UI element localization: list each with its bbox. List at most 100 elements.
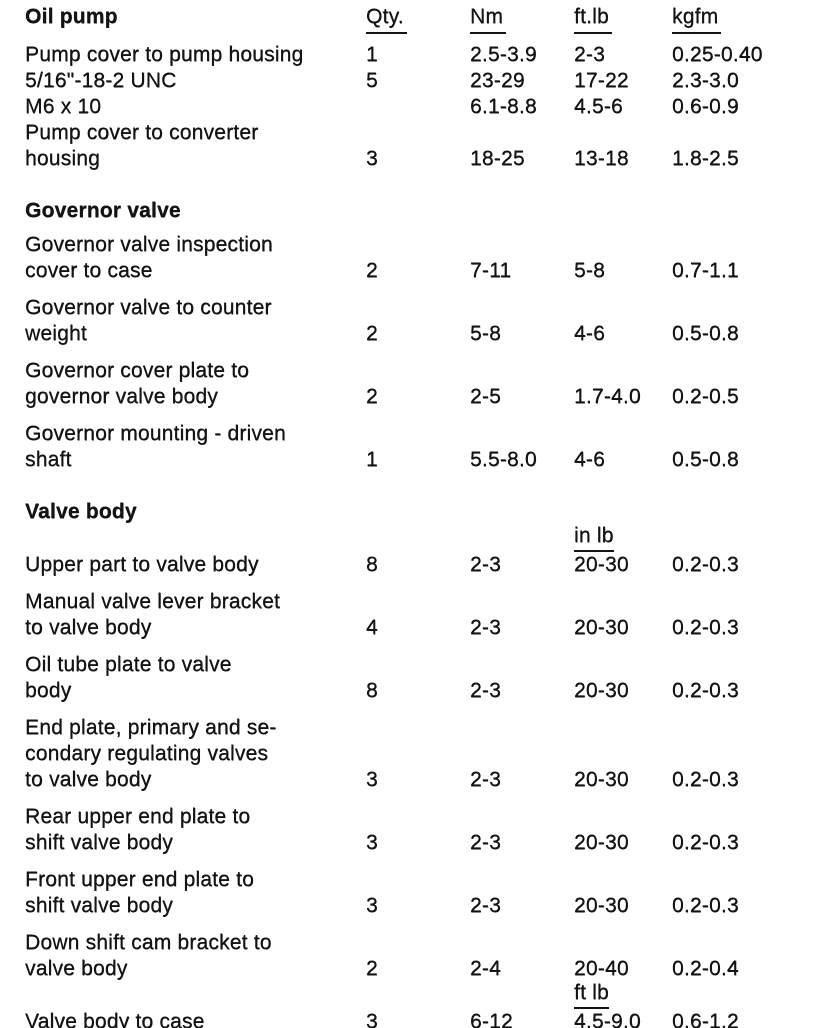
spec-ftlb: 20-30 [574,767,672,793]
spec-ftlb-value: 4-6 [574,322,605,345]
spec-nm: 23-29 [470,69,525,92]
spec-description: Rear upper end plate to shift valve body [25,804,366,856]
spec-qty [366,119,470,120]
spec-kgfm: 0.25-0.40 [672,43,763,66]
spec-row: Front upper end plate to shift valve body… [25,867,832,919]
column-header-cell-nm: Nm [470,4,574,34]
spec-description: Front upper end plate to shift valve body [25,867,366,919]
column-header-nm: Nm [470,4,507,34]
spec-ftlb-value: 4.5-9.0 [574,1010,641,1028]
spec-nm: 2-3 [470,894,501,917]
spec-nm: 18-25 [470,147,525,170]
spec-kgfm: 0.5-0.8 [672,448,739,471]
spec-ftlb: ft lb 4.5-9.0 [574,980,672,1028]
spec-kgfm: 0.2-0.3 [672,616,739,639]
spec-ftlb: in lb 20-30 [574,523,672,578]
spec-row: Governor mounting - driven shaft 1 5.5-8.0 4… [25,421,832,473]
spec-ftlb: 20-40 [574,956,672,982]
column-header-cell-qty: Qty. [366,4,470,34]
spec-description: Governor valve inspection cover to case [25,232,366,284]
spec-row: Governor valve to counter weight 2 5-8 4-6 0.… [25,295,832,347]
table-header-row: Oil pump Qty. Nm ft.lb kgfm [25,4,832,34]
spec-nm: 2-3 [470,768,501,791]
spec-ftlb-value: 17-22 [574,69,629,92]
spec-ftlb-value: 4.5-6 [574,95,623,118]
spec-qty: 1 [366,448,378,471]
spec-ftlb-value: 2-3 [574,43,605,66]
spec-description-line: weight [25,322,87,345]
spec-description: Valve body to case [25,1009,366,1028]
spec-nm: 2-3 [470,616,501,639]
spec-description-line: Pump cover to pump housing [25,43,304,66]
spec-ftlb-value: 5-8 [574,259,605,282]
spec-kgfm: 0.2-0.4 [672,957,739,980]
spec-nm: 6.1-8.8 [470,95,537,118]
spec-ftlb-value: 20-40 [574,957,629,980]
spec-qty: 4 [366,616,378,639]
spec-description: M6 x 10 [25,94,366,120]
spec-description-line: governor valve body [25,385,218,408]
spec-description: Governor cover plate to governor valve bo… [25,358,366,410]
spec-kgfm: 1.8-2.5 [672,147,739,170]
spec-nm: 6-12 [470,1010,513,1028]
spec-description: Pump cover to pump housing [25,42,366,68]
spec-ftlb-value: 20-30 [574,831,629,854]
ftlb-unit-note: in lb [574,523,614,552]
spec-row: Pump cover to converter housing 3 18-25 13-1… [25,120,832,172]
spec-kgfm: 0.2-0.3 [672,768,739,791]
spec-row: Pump cover to pump housing 1 2.5-3.9 2-3 0.2… [25,42,832,68]
spec-ftlb: 17-22 [574,68,672,94]
spec-nm: 2-3 [470,679,501,702]
spec-ftlb-value: 20-30 [574,616,629,639]
spec-qty: 3 [366,1010,378,1028]
spec-ftlb: 2-3 [574,42,672,68]
spec-ftlb: 4-6 [574,321,672,347]
spec-description-line: 5/16"-18-2 UNC [25,69,177,92]
spec-description-line: to valve body [25,616,152,639]
spec-qty: 2 [366,259,378,282]
spec-nm: 7-11 [470,259,512,282]
spec-row: Down shift cam bracket to valve body 2 2-4 2… [25,930,832,982]
column-header-cell-ftlb: ft.lb [574,4,672,34]
spec-row: End plate, primary and se-condary regula… [25,715,832,793]
column-header-kgfm: kgfm [672,4,722,34]
spec-kgfm: 0.6-1.2 [672,1010,739,1028]
spec-description: Pump cover to converter housing [25,120,366,172]
spec-description-line: Rear upper end plate to [25,805,251,828]
spec-row: Upper part to valve body 8 2-3 in lb 20-30 0.… [25,523,832,578]
spec-description-line: cover to case [25,259,153,282]
spec-description-line: body [25,679,72,702]
torque-spec-table-body: Pump cover to pump housing 1 2.5-3.9 2-3 0.2… [25,42,832,1028]
spec-description: End plate, primary and se-condary regula… [25,715,366,793]
spec-qty: 1 [366,43,378,66]
spec-ftlb: 1.7-4.0 [574,384,672,410]
spec-ftlb-value: 13-18 [574,147,629,170]
spec-ftlb: 13-18 [574,146,672,172]
spec-ftlb-value: 1.7-4.0 [574,385,641,408]
spec-nm: 5-8 [470,322,501,345]
spec-description-line: shift valve body [25,894,173,917]
spec-description-line: Front upper end plate to [25,868,254,891]
spec-kgfm: 0.2-0.3 [672,679,739,702]
spec-description-line: valve body [25,957,128,980]
spec-row: Governor cover plate to governor valve bo… [25,358,832,410]
spec-description-line: condary regulating valves [25,742,269,765]
spec-ftlb: 4.5-6 [574,94,672,120]
spec-qty: 2 [366,957,378,980]
spec-nm: 2-3 [470,831,501,854]
spec-ftlb: 20-30 [574,678,672,704]
spec-ftlb: 4-6 [574,447,672,473]
spec-ftlb-value: 20-30 [574,894,629,917]
spec-kgfm: 2.3-3.0 [672,69,739,92]
spec-description: Governor valve to counter weight [25,295,366,347]
spec-nm: 5.5-8.0 [470,448,537,471]
spec-description: Governor mounting - driven shaft [25,421,366,473]
spec-ftlb-value: 20-30 [574,768,629,791]
ftlb-unit-note: ft lb [574,980,609,1009]
spec-nm: 2-5 [470,385,501,408]
spec-description-line: Pump cover to converter [25,121,259,144]
spec-ftlb-value: 20-30 [574,679,629,702]
column-header-cell-kgfm: kgfm [672,4,832,34]
spec-row: Oil tube plate to valve body 8 2-3 20-30 0.2-… [25,652,832,704]
spec-description-line: Governor cover plate to [25,359,250,382]
